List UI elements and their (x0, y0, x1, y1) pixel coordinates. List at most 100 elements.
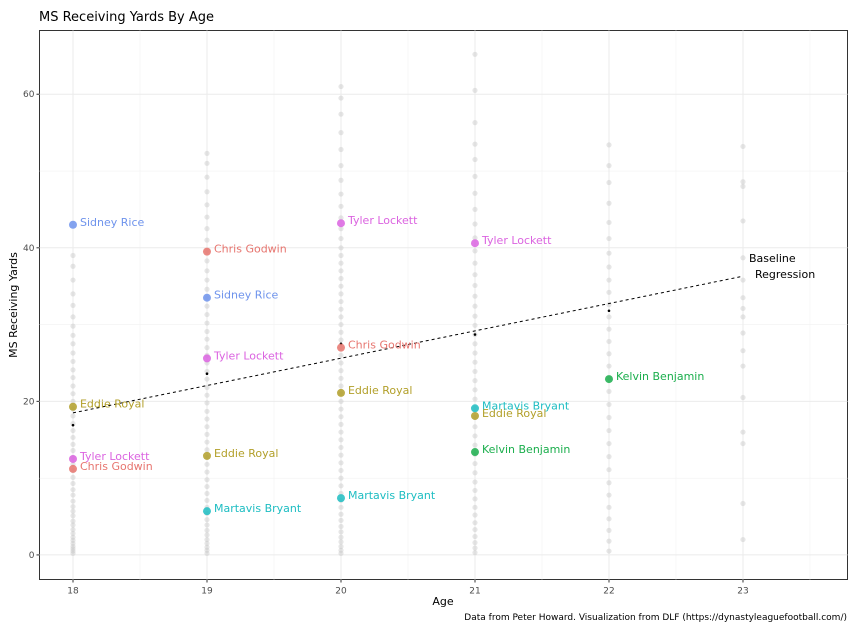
population-point (606, 142, 612, 148)
population-point (472, 156, 478, 163)
population-point (70, 550, 76, 556)
population-point (606, 467, 612, 473)
population-point (606, 351, 612, 357)
population-point (338, 352, 344, 358)
population-point (70, 513, 76, 519)
population-point (204, 550, 210, 556)
player-point-kelvin-benjamin (470, 448, 479, 457)
population-point (338, 95, 344, 101)
population-point (338, 547, 344, 553)
population-point (338, 398, 344, 404)
population-point (338, 517, 344, 523)
population-point (204, 268, 210, 274)
population-point (338, 511, 344, 517)
player-point-martavis-bryant (202, 507, 211, 516)
population-point (472, 272, 478, 278)
population-point (204, 303, 210, 309)
population-point (606, 314, 612, 320)
population-point (70, 427, 76, 434)
population-point (70, 543, 76, 550)
population-point (740, 500, 746, 507)
population-point (338, 252, 344, 259)
player-point-eddie-royal (202, 451, 211, 460)
population-point (204, 416, 210, 422)
population-point (70, 508, 76, 514)
population-point (204, 447, 210, 453)
population-point (70, 441, 76, 447)
population-point (472, 460, 478, 467)
population-point (338, 429, 344, 435)
population-point (338, 203, 344, 209)
population-point (338, 245, 344, 251)
population-point (472, 190, 478, 196)
player-point-tyler-lockett (68, 454, 77, 463)
population-point (204, 400, 210, 406)
population-point (472, 550, 478, 556)
regression-label-line1: Baseline (749, 252, 796, 265)
player-point-kelvin-benjamin (604, 375, 613, 384)
population-point (740, 330, 746, 336)
population-point (472, 540, 478, 546)
player-label-chris-godwin: Chris Godwin (348, 339, 421, 352)
population-point (472, 520, 478, 526)
population-point (740, 348, 746, 354)
population-point (740, 314, 746, 320)
population-point (740, 179, 746, 185)
age-mean-point (607, 309, 611, 313)
population-point (338, 321, 344, 328)
population-point (70, 546, 76, 552)
population-point (338, 383, 344, 389)
population-point (338, 550, 344, 556)
population-point (338, 543, 344, 550)
population-point (204, 376, 210, 382)
population-point (338, 283, 344, 289)
population-point (70, 530, 76, 537)
population-point (70, 447, 76, 454)
population-point (338, 534, 344, 540)
population-point (606, 363, 612, 369)
population-point (70, 350, 76, 356)
x-tick-label: 21 (469, 587, 480, 597)
population-point (472, 396, 478, 402)
player-point-chris-godwin (68, 464, 77, 473)
population-point (472, 235, 478, 241)
population-point (472, 359, 478, 365)
player-point-chris-godwin (336, 343, 345, 352)
population-point (204, 536, 210, 543)
population-point (70, 263, 76, 269)
population-point (70, 421, 76, 427)
population-point (472, 496, 478, 502)
population-point (472, 173, 478, 179)
population-point (70, 540, 76, 547)
population-point (70, 503, 76, 510)
population-point (338, 130, 344, 136)
population-point (740, 536, 746, 543)
population-point (338, 437, 344, 443)
population-point (338, 177, 344, 183)
population-point (70, 492, 76, 498)
population-point (204, 522, 210, 528)
population-point (70, 374, 76, 381)
player-label-eddie-royal: Eddie Royal (348, 384, 412, 397)
y-tick-label: 40 (23, 244, 35, 254)
population-point (204, 160, 210, 166)
player-label-martavis-bryant: Martavis Bryant (214, 502, 302, 515)
population-point (606, 264, 612, 270)
player-point-tyler-lockett (470, 239, 479, 248)
population-point (204, 328, 210, 335)
population-point (338, 111, 344, 117)
population-point (338, 275, 344, 282)
population-point (338, 504, 344, 510)
population-point (70, 548, 76, 554)
population-point (338, 146, 344, 153)
plot-panel (39, 30, 848, 580)
population-point (472, 51, 478, 57)
player-label-eddie-royal: Eddie Royal (214, 447, 278, 460)
population-point (338, 268, 344, 274)
population-point (70, 480, 76, 487)
population-point (472, 479, 478, 485)
population-point (606, 338, 612, 345)
population-point (338, 215, 344, 221)
population-point (338, 235, 344, 242)
population-point (204, 544, 210, 550)
